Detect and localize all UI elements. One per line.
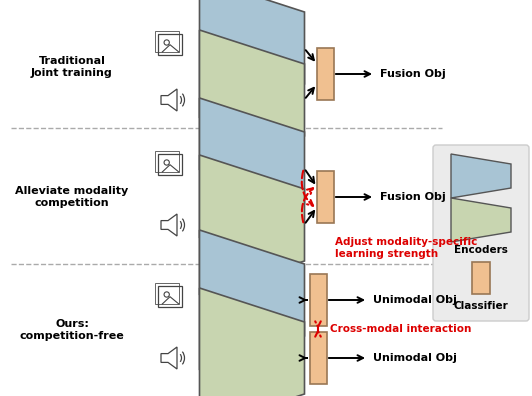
Polygon shape <box>200 155 304 295</box>
Text: Fusion Obj: Fusion Obj <box>380 192 446 202</box>
Bar <box>310 332 327 384</box>
Bar <box>310 274 327 326</box>
Text: Alleviate modality
competition: Alleviate modality competition <box>15 186 129 208</box>
FancyBboxPatch shape <box>433 145 529 321</box>
Text: Ours:
competition-free: Ours: competition-free <box>20 319 124 341</box>
Bar <box>155 283 179 304</box>
Polygon shape <box>200 30 304 170</box>
Text: Unimodal Obj: Unimodal Obj <box>373 353 457 363</box>
Bar <box>317 48 334 100</box>
Polygon shape <box>451 198 511 242</box>
Text: Unimodal Obj: Unimodal Obj <box>373 295 457 305</box>
Text: Traditional
Joint training: Traditional Joint training <box>31 56 113 78</box>
Polygon shape <box>200 288 304 396</box>
Bar <box>158 286 182 307</box>
Polygon shape <box>200 0 304 118</box>
Text: Fusion Obj: Fusion Obj <box>380 69 446 79</box>
Bar <box>472 262 490 294</box>
Text: Encoders: Encoders <box>454 245 508 255</box>
Text: Classifier: Classifier <box>454 301 509 311</box>
Bar <box>317 171 334 223</box>
Text: Cross-modal interaction: Cross-modal interaction <box>330 324 471 334</box>
Polygon shape <box>451 154 511 198</box>
Polygon shape <box>200 98 304 238</box>
Polygon shape <box>200 230 304 370</box>
Bar <box>155 31 179 52</box>
Text: Adjust modality-specific
learning strength: Adjust modality-specific learning streng… <box>335 237 477 259</box>
Bar <box>158 154 182 175</box>
Bar <box>155 151 179 172</box>
Bar <box>158 34 182 55</box>
